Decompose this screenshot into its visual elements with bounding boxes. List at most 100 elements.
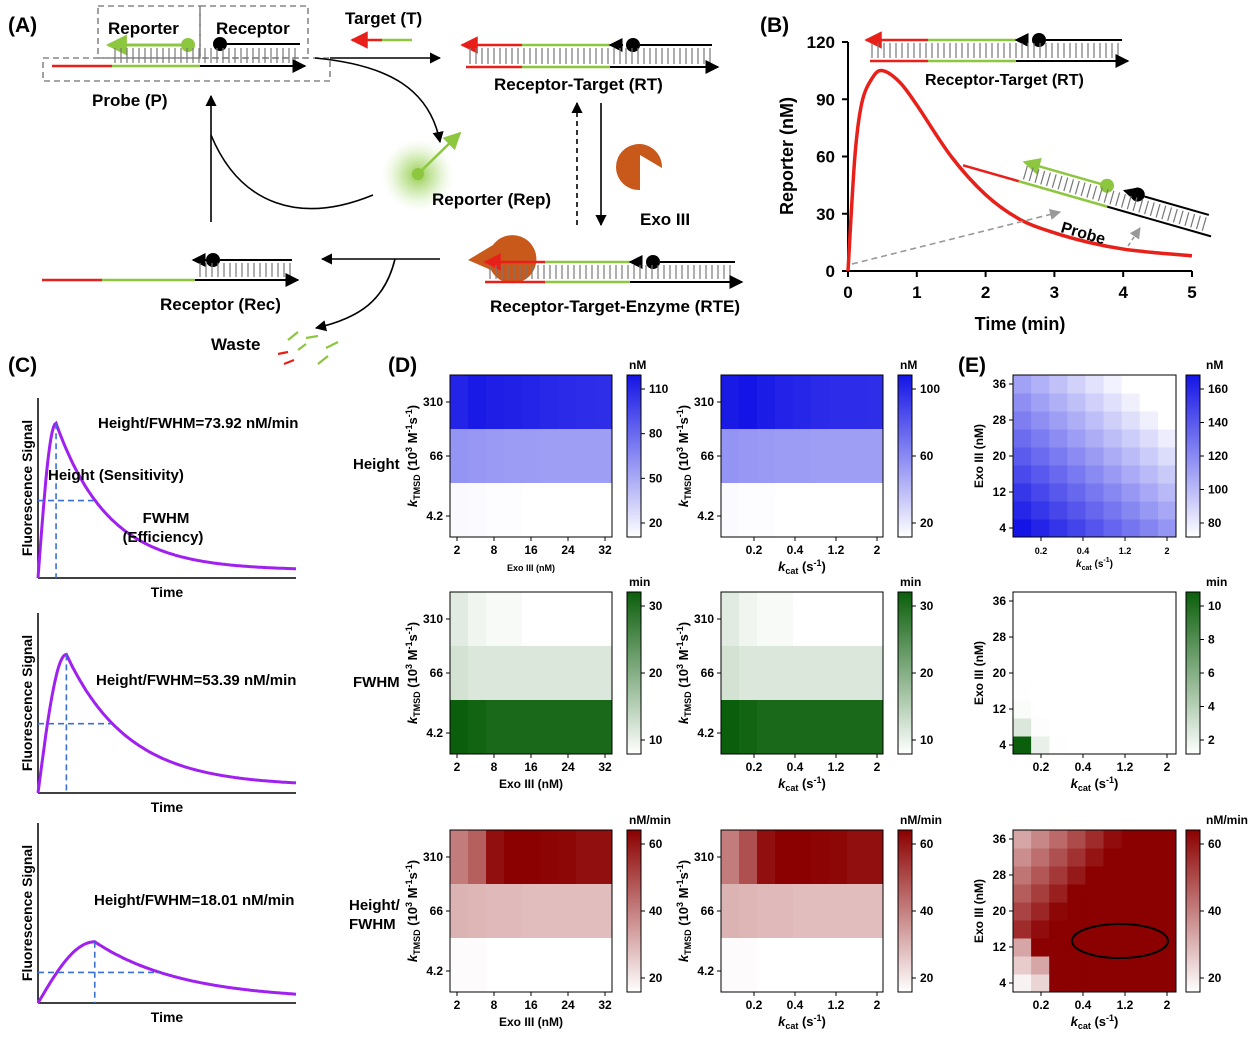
heatmap-cell [721, 592, 740, 647]
heatmap-cell [1067, 592, 1086, 611]
colorbar [626, 374, 642, 538]
heatmap-cell [1085, 483, 1105, 502]
heatmap-cell [721, 429, 740, 484]
heatmap-cell [1157, 736, 1177, 755]
heatmap-cell [1049, 628, 1068, 647]
heatmap-x-tick-label: 2 [1164, 998, 1171, 1012]
colorbar-tick-label: 20 [920, 666, 934, 680]
heatmap-cell [811, 375, 830, 430]
heatmap-cell [1139, 429, 1159, 448]
heatmap-cell [1103, 902, 1123, 921]
heatmap-cell [793, 884, 812, 939]
heatmap-cell [1031, 628, 1050, 647]
heatmap-cell [1013, 411, 1032, 430]
panel-b: (B) 0 1 2 3 4 5 0 30 60 90 120 Time (min) Reporter… [760, 14, 1212, 334]
heatmap-cell [1049, 501, 1068, 520]
heatmap-cell [1013, 664, 1032, 683]
heatmap-cell [721, 830, 740, 885]
heatmap-y-tick-label: 28 [993, 868, 1007, 882]
heatmap-cell [1121, 736, 1141, 755]
heatmap-cell [1085, 938, 1105, 957]
heatmap-x-tick-label: 32 [598, 998, 612, 1012]
heatmap-cell [1085, 664, 1105, 683]
heatmap-cell [1067, 848, 1086, 867]
heatmap-cell [1049, 700, 1068, 719]
heatmap-cell [594, 830, 613, 885]
base-pair [1051, 174, 1057, 188]
heatmap-xlabel: kcat (s-1) [778, 775, 826, 793]
base-pair [1195, 215, 1201, 230]
colorbar-tick-label: 20 [920, 971, 934, 985]
heatmap-cell [1103, 592, 1123, 611]
heatmap-cell [1139, 902, 1159, 921]
heatmap-cell [1121, 902, 1141, 921]
heatmap-cell [1157, 848, 1177, 867]
heatmap-cell [486, 700, 505, 755]
heatmap-cell [558, 646, 577, 701]
heatmap-x-tick-label: 0.2 [746, 543, 763, 557]
heatmap-x-tick-label: 1.2 [1119, 546, 1132, 556]
heatmap-y-tick-label: 4.2 [426, 964, 443, 978]
heatmap-cell [757, 429, 776, 484]
reporter-curve [846, 68, 1193, 272]
heatmap-cell [1031, 664, 1050, 683]
heatmap-cell [1013, 465, 1032, 484]
heatmap-cell [1049, 920, 1068, 939]
heatmap-cell [775, 375, 794, 430]
heatmap-cell [847, 830, 866, 885]
heatmap-cell [1031, 610, 1050, 629]
heatmap-cell [1049, 465, 1068, 484]
heatmap-cell [1049, 411, 1068, 430]
heatmap-cell [1013, 830, 1032, 849]
quencher-icon [1130, 187, 1145, 202]
heatmap-cell [468, 646, 487, 701]
colorbar-unit: nM [1206, 358, 1223, 372]
heatmap-cell [775, 830, 794, 885]
heatmap-cell [1085, 956, 1105, 975]
recycle-curve [210, 134, 374, 210]
c-xlabel: Time [151, 584, 184, 600]
heatmap-cell [1103, 429, 1123, 448]
heatmap-cell [721, 483, 740, 538]
heatmap-cell [540, 375, 559, 430]
b-xlabel: Time (min) [975, 314, 1066, 334]
colorbar-tick-label: 60 [920, 449, 934, 463]
heatmap-x-tick-label: 8 [491, 543, 498, 557]
b-x-tick-label: 3 [1050, 283, 1059, 302]
heatmap-y-tick-label: 4 [999, 521, 1006, 535]
base-pair-ticks [489, 265, 731, 279]
heatmap-cell [1103, 956, 1123, 975]
heatmap-cell [1139, 664, 1159, 683]
heatmap-cell [1013, 902, 1032, 921]
colorbar-unit: min [629, 575, 650, 589]
colorbar-tick-label: 40 [1208, 904, 1222, 918]
heatmap-y-tick-label: 66 [430, 666, 444, 680]
heatmap-cell [1139, 884, 1159, 903]
heatmap-cell [1013, 920, 1032, 939]
heatmap-cell [450, 646, 469, 701]
heatmap-cell [829, 830, 848, 885]
heatmap-cell [1067, 974, 1086, 993]
heatmap-cell [865, 592, 884, 647]
heatmap-cell [522, 375, 541, 430]
heatmap-cell [1085, 429, 1105, 448]
heatmap-cell [1103, 718, 1123, 737]
heatmap-cell [540, 938, 559, 993]
heatmap-cell [450, 592, 469, 647]
heatmap-cell [1049, 956, 1068, 975]
heatmap-cell [1085, 718, 1105, 737]
heatmap-cell [1121, 920, 1141, 939]
heatmap-x-tick-label: 0.4 [1077, 546, 1090, 556]
heatmap-cell [757, 375, 776, 430]
heatmap-cell [775, 646, 794, 701]
heatmap-cell [1067, 884, 1086, 903]
heatmap-cell [1013, 866, 1032, 885]
heatmap-cell [1031, 920, 1050, 939]
heatmap-x-tick-label: 2 [1164, 546, 1169, 556]
heatmap-cell [504, 830, 523, 885]
heatmap-cell [1139, 700, 1159, 719]
heatmap-cell [1121, 830, 1141, 849]
heatmap-cell [1103, 465, 1123, 484]
heatmap-cell [1139, 628, 1159, 647]
heatmap-cell [1067, 830, 1086, 849]
